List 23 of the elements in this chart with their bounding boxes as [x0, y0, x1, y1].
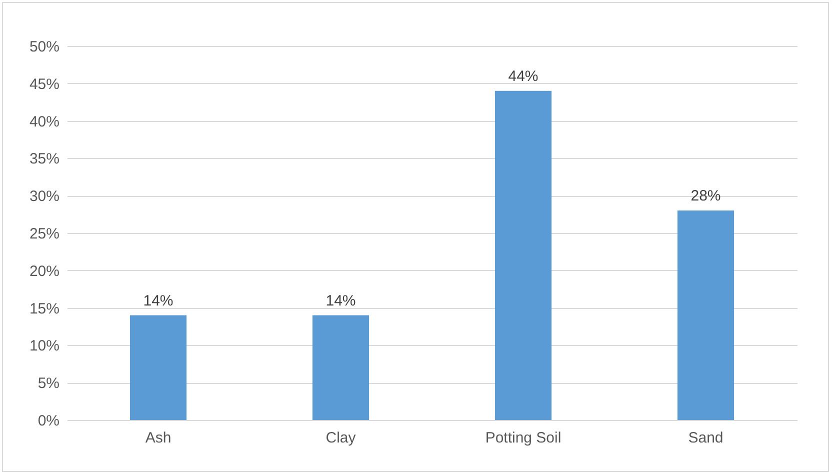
y-tick-label: 5% — [38, 375, 60, 392]
x-tick-label: Potting Soil — [485, 430, 562, 446]
x-tick-label: Ash — [145, 430, 172, 446]
data-label: 28% — [690, 188, 721, 205]
data-label: 44% — [508, 68, 538, 85]
y-tick-label: 35% — [29, 150, 60, 168]
x-tick-label: Sand — [688, 430, 724, 446]
y-tick-label: 40% — [29, 113, 60, 130]
y-tick-label: 15% — [29, 300, 60, 318]
data-label: 14% — [143, 292, 174, 310]
y-tick-label: 25% — [29, 226, 60, 242]
y-tick-label: 0% — [38, 412, 60, 430]
data-label: 14% — [326, 292, 356, 310]
bar — [312, 315, 370, 420]
y-tick-label: 20% — [29, 262, 60, 280]
y-tick-label: 45% — [29, 76, 60, 93]
y-tick-label: 30% — [29, 188, 60, 206]
bar — [494, 90, 552, 420]
bar — [130, 315, 187, 420]
y-tick-label: 10% — [29, 338, 60, 355]
x-tick-label: Clay — [326, 430, 356, 446]
bar — [677, 210, 734, 420]
y-tick-label: 50% — [29, 38, 60, 56]
